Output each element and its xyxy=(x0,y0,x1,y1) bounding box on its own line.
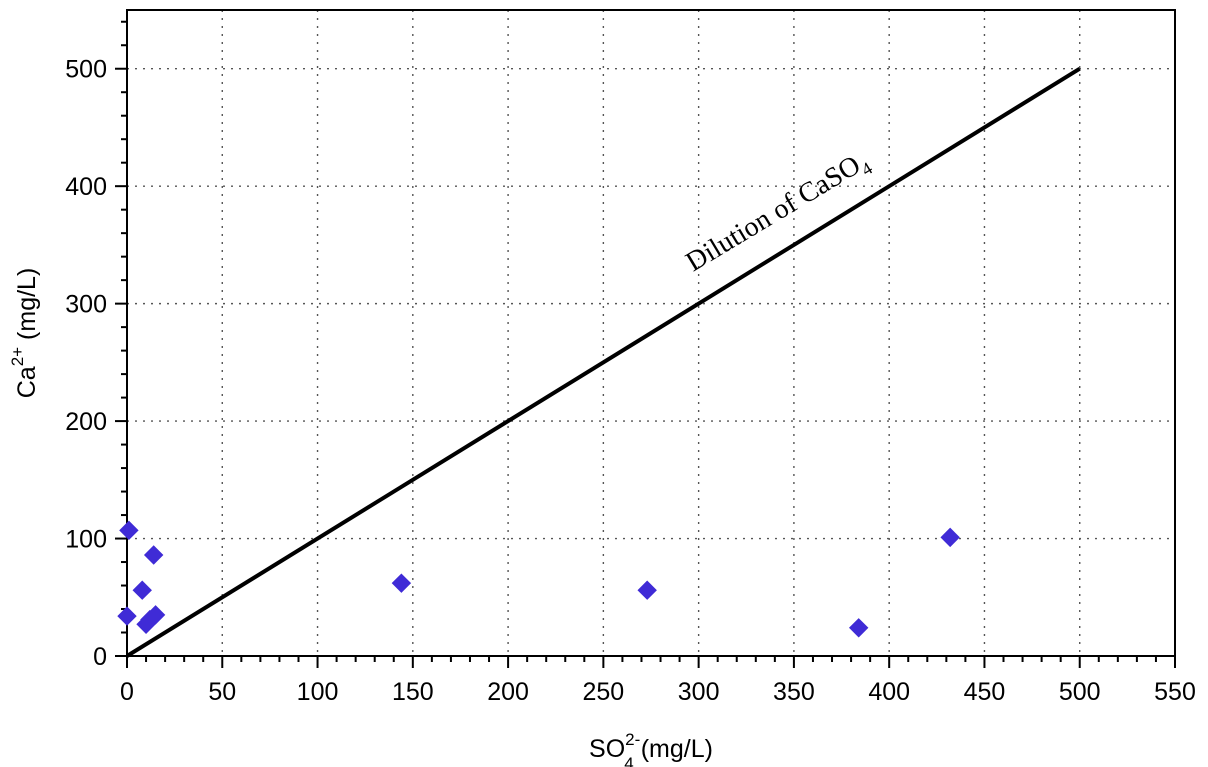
data-point xyxy=(119,520,139,541)
y-axis-label-unit: (mg/L) xyxy=(13,268,41,347)
x-tick-label: 0 xyxy=(120,678,134,706)
x-axis-label-main: SO xyxy=(589,735,625,763)
y-axis-label: Ca2+ (mg/L) xyxy=(8,268,41,399)
data-point xyxy=(132,580,152,600)
x-tick-label: 50 xyxy=(208,678,236,706)
grid-lines xyxy=(127,10,1175,656)
x-tick-label: 350 xyxy=(773,678,815,706)
y-tick-label: 500 xyxy=(65,56,107,84)
dilution-line xyxy=(125,67,1081,658)
y-axis-label-main: Ca xyxy=(13,366,41,398)
x-tick-label: 500 xyxy=(1059,678,1101,706)
y-tick-label: 400 xyxy=(65,173,107,201)
data-point xyxy=(143,545,164,565)
x-axis-label: SO2- 4 (mg/L) xyxy=(589,730,713,767)
y-axis-label-sup: 2+ xyxy=(8,347,27,366)
y-tick-label: 300 xyxy=(65,291,107,319)
x-tick-label: 150 xyxy=(392,678,434,706)
data-point xyxy=(117,606,137,626)
plot-frame xyxy=(126,9,1176,657)
x-tick-label: 250 xyxy=(583,678,625,706)
y-tick-labels: 0 100 200 300 400 500 xyxy=(65,56,107,671)
data-point xyxy=(848,618,869,638)
x-tick-label: 300 xyxy=(678,678,720,706)
x-tick-label: 400 xyxy=(868,678,910,706)
y-tick-label: 100 xyxy=(65,526,107,554)
data-point xyxy=(145,605,166,625)
x-tick-label: 550 xyxy=(1154,678,1196,706)
x-tick-label: 450 xyxy=(964,678,1006,706)
reference-lines xyxy=(125,67,1081,658)
x-tick-label: 100 xyxy=(297,678,339,706)
x-tick-label: 200 xyxy=(487,678,529,706)
data-point xyxy=(637,580,657,600)
x-axis-label-unit: (mg/L) xyxy=(634,735,713,763)
data-point xyxy=(391,573,412,593)
data-point xyxy=(940,527,960,548)
y-tick-label: 0 xyxy=(93,643,107,671)
axis-ticks xyxy=(115,20,1176,668)
data-points xyxy=(117,520,960,638)
y-tick-label: 200 xyxy=(65,408,107,436)
x-tick-labels: 0 50 100 150 200 250 300 350 400 450 500 550 xyxy=(120,678,1196,706)
x-axis-label-sup: 2- xyxy=(625,730,640,749)
x-axis-label-sub: 4 xyxy=(624,754,633,767)
